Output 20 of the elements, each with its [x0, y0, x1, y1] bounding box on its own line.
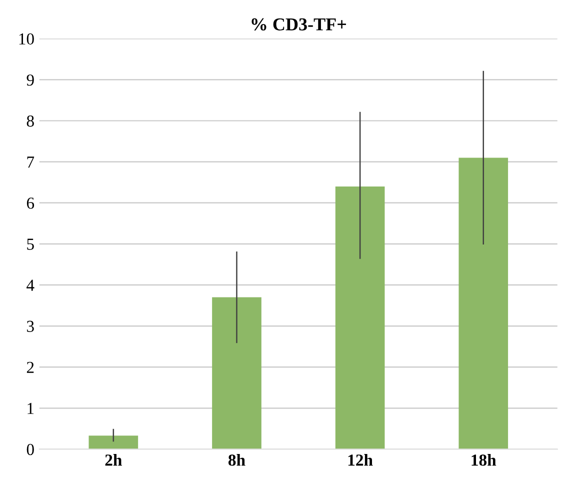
- y-tick-label: 8: [26, 115, 34, 127]
- bar: [335, 186, 385, 450]
- y-tick-label: 5: [27, 238, 34, 250]
- y-tick-label: 1: [28, 402, 34, 414]
- x-tick-label: 12h: [348, 454, 373, 466]
- x-tick-label: 8h: [228, 454, 246, 466]
- y-tick-label: 4: [26, 280, 34, 291]
- y-tick-label: 3: [27, 320, 34, 332]
- y-tick-label: 2: [26, 362, 34, 373]
- x-tick-label: 2h: [105, 454, 122, 466]
- bar: [88, 436, 138, 450]
- x-tick-label: 18h: [472, 454, 496, 466]
- bar: [212, 297, 262, 450]
- chart-title: % CD3-TF+: [252, 18, 346, 31]
- y-tick-label: 6: [26, 198, 34, 209]
- y-tick-label: 0: [26, 444, 34, 456]
- y-tick-label: 9: [26, 74, 34, 86]
- y-tick-label: 10: [19, 33, 34, 45]
- bar: [458, 158, 508, 450]
- y-tick-label: 7: [27, 156, 34, 168]
